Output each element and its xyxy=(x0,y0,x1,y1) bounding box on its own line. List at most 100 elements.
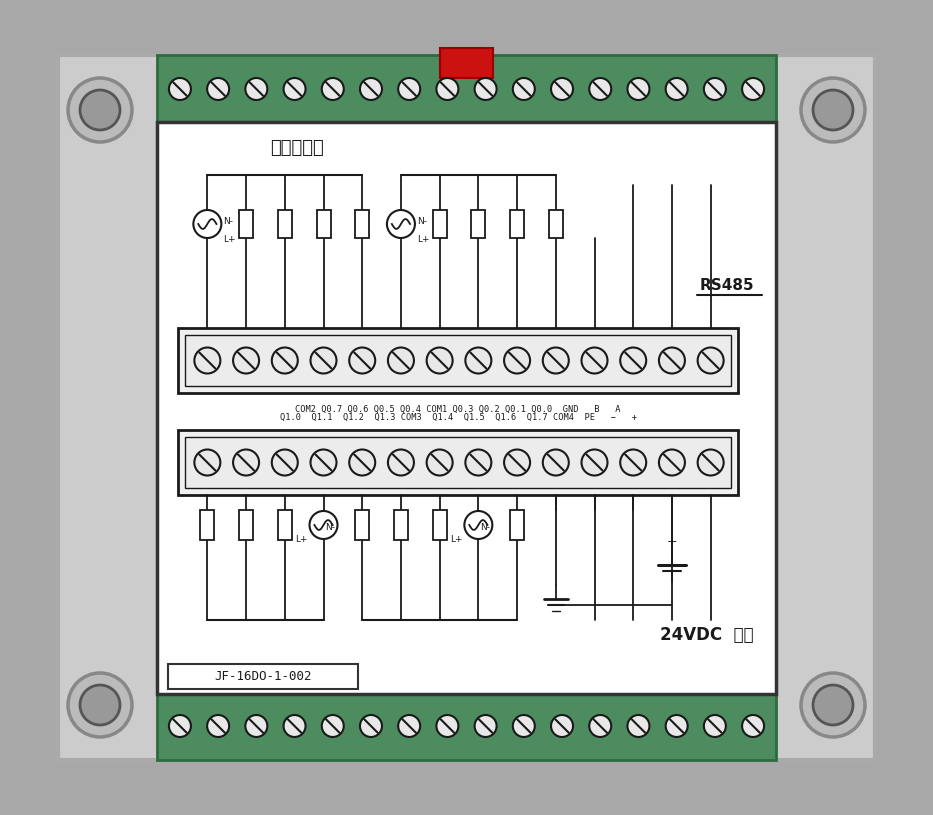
Bar xyxy=(278,510,292,540)
Circle shape xyxy=(581,347,607,373)
Circle shape xyxy=(272,450,298,475)
Circle shape xyxy=(207,78,230,100)
Bar xyxy=(510,210,524,238)
Circle shape xyxy=(551,78,573,100)
Circle shape xyxy=(207,715,230,737)
Bar xyxy=(239,510,253,540)
Circle shape xyxy=(659,450,685,475)
Circle shape xyxy=(169,78,191,100)
Bar xyxy=(185,335,731,386)
Circle shape xyxy=(543,450,569,475)
Circle shape xyxy=(703,78,726,100)
Circle shape xyxy=(590,715,611,737)
Circle shape xyxy=(801,78,865,142)
Text: +: + xyxy=(666,535,677,548)
Circle shape xyxy=(193,210,221,238)
Text: Q1.0  Q1.1  Q1.2  Q1.3 COM3  Q1.4  Q1.5  Q1.6  Q1.7 COM4  PE   −   +: Q1.0 Q1.1 Q1.2 Q1.3 COM3 Q1.4 Q1.5 Q1.6 … xyxy=(280,413,636,422)
Circle shape xyxy=(590,78,611,100)
Circle shape xyxy=(388,450,414,475)
Circle shape xyxy=(310,511,338,539)
Circle shape xyxy=(426,347,453,373)
Bar xyxy=(201,510,215,540)
Bar xyxy=(178,328,738,393)
Circle shape xyxy=(349,450,375,475)
Text: L+: L+ xyxy=(295,535,308,544)
Circle shape xyxy=(426,450,453,475)
Circle shape xyxy=(475,78,496,100)
Circle shape xyxy=(466,347,492,373)
Circle shape xyxy=(80,685,120,725)
Circle shape xyxy=(284,78,305,100)
Circle shape xyxy=(194,347,220,373)
Bar xyxy=(178,430,738,495)
Text: JF-16DO-1-002: JF-16DO-1-002 xyxy=(215,669,312,682)
Circle shape xyxy=(272,347,298,373)
Bar xyxy=(394,510,408,540)
Bar xyxy=(168,664,358,689)
Circle shape xyxy=(322,715,343,737)
Circle shape xyxy=(620,450,647,475)
Circle shape xyxy=(437,715,458,737)
Circle shape xyxy=(659,347,685,373)
Bar xyxy=(355,210,369,238)
Bar xyxy=(471,210,485,238)
Bar xyxy=(239,210,253,238)
Circle shape xyxy=(233,450,259,475)
Text: L+: L+ xyxy=(450,535,463,544)
Circle shape xyxy=(475,715,496,737)
Text: N-: N- xyxy=(480,523,491,532)
Text: 24VDC  电源: 24VDC 电源 xyxy=(660,626,754,644)
Circle shape xyxy=(245,715,268,737)
Circle shape xyxy=(513,715,535,737)
Circle shape xyxy=(398,715,420,737)
Circle shape xyxy=(698,347,724,373)
Circle shape xyxy=(233,347,259,373)
Circle shape xyxy=(349,347,375,373)
Text: RS485: RS485 xyxy=(700,277,755,293)
Bar xyxy=(440,48,493,78)
Circle shape xyxy=(466,450,492,475)
Circle shape xyxy=(504,450,530,475)
Circle shape xyxy=(80,90,120,130)
Circle shape xyxy=(388,347,414,373)
Circle shape xyxy=(665,715,688,737)
Text: N-: N- xyxy=(417,217,427,226)
Circle shape xyxy=(628,78,649,100)
Circle shape xyxy=(360,715,382,737)
Circle shape xyxy=(311,450,337,475)
Circle shape xyxy=(742,715,764,737)
Circle shape xyxy=(698,450,724,475)
Circle shape xyxy=(68,78,132,142)
Bar xyxy=(433,210,447,238)
Bar xyxy=(185,437,731,488)
Circle shape xyxy=(387,210,415,238)
Bar xyxy=(510,510,524,540)
Bar xyxy=(157,122,776,694)
Bar xyxy=(278,210,292,238)
Text: 继电器输出: 继电器输出 xyxy=(270,139,324,157)
Circle shape xyxy=(360,78,382,100)
Bar xyxy=(157,692,776,760)
Circle shape xyxy=(465,511,493,539)
Circle shape xyxy=(245,78,268,100)
Bar xyxy=(316,210,330,238)
Bar xyxy=(355,510,369,540)
Text: L+: L+ xyxy=(417,235,429,244)
Circle shape xyxy=(437,78,458,100)
Circle shape xyxy=(169,715,191,737)
Circle shape xyxy=(620,347,647,373)
Circle shape xyxy=(284,715,305,737)
Circle shape xyxy=(801,673,865,737)
Circle shape xyxy=(543,347,569,373)
Bar xyxy=(58,55,875,760)
Circle shape xyxy=(813,685,853,725)
Circle shape xyxy=(322,78,343,100)
Bar xyxy=(433,510,447,540)
Text: L+: L+ xyxy=(223,235,236,244)
Circle shape xyxy=(703,715,726,737)
Circle shape xyxy=(504,347,530,373)
Bar xyxy=(549,210,563,238)
Circle shape xyxy=(68,673,132,737)
Circle shape xyxy=(813,90,853,130)
Text: N-: N- xyxy=(326,523,336,532)
